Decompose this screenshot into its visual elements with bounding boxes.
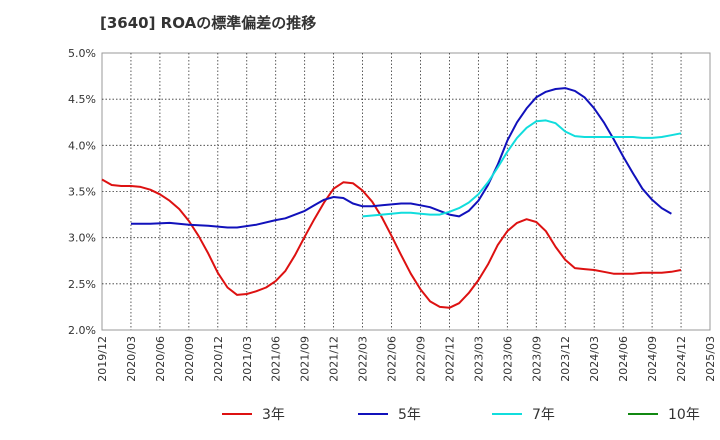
legend-item: 10年 [628, 402, 700, 426]
y-tick-label: 2.0% [68, 324, 96, 337]
x-tick-label: 2020/03 [125, 336, 138, 382]
x-tick-label: 2022/12 [443, 336, 456, 382]
x-tick-label: 2023/06 [501, 336, 514, 382]
y-tick-label: 5.0% [68, 47, 96, 60]
legend-swatch [222, 413, 252, 415]
y-tick-label: 3.5% [68, 186, 96, 199]
y-tick-label: 4.0% [68, 139, 96, 152]
y-tick-label: 2.5% [68, 278, 96, 291]
x-tick-label: 2021/12 [328, 336, 341, 382]
series-line-7年 [362, 119, 682, 218]
x-tick-label: 2021/06 [270, 336, 283, 382]
legend: 3年 5年 7年 10年 [0, 402, 720, 426]
x-tick-label: 2020/09 [183, 336, 196, 382]
y-tick-label: 4.5% [68, 93, 96, 106]
series-lines [101, 87, 682, 309]
x-axis: 2019/12 2020/03 2020/06 2020/09 2020/12 2021/… [96, 336, 717, 382]
legend-label: 5年 [398, 407, 421, 423]
x-tick-label: 2024/06 [617, 336, 630, 382]
x-tick-label: 2024/09 [646, 336, 659, 382]
x-tick-label: 2021/03 [241, 336, 254, 382]
legend-swatch [358, 413, 388, 415]
chart-title: [3640] ROAの標準偏差の推移 [100, 14, 317, 32]
plot-background [101, 52, 711, 331]
x-tick-label: 2022/06 [386, 336, 399, 382]
x-tick-label: 2024/03 [588, 336, 601, 382]
x-tick-label: 2023/09 [530, 336, 543, 382]
series-line-3年 [101, 178, 682, 309]
x-tick-label: 2025/03 [704, 336, 717, 382]
x-tick-label: 2023/03 [472, 336, 485, 382]
legend-item: 3年 [222, 402, 285, 426]
series-line-5年 [131, 87, 672, 229]
x-tick-label: 2024/12 [675, 336, 688, 382]
y-axis: 2.0% 2.5% 3.0% 3.5% 4.0% 4.5% 5.0% [68, 47, 96, 337]
legend-swatch [628, 413, 658, 415]
legend-label: 3年 [262, 407, 285, 423]
x-tick-label: 2023/12 [559, 336, 572, 382]
x-tick-label: 2019/12 [96, 336, 109, 382]
x-tick-label: 2022/09 [414, 336, 427, 382]
legend-item: 5年 [358, 402, 421, 426]
y-tick-label: 3.0% [68, 232, 96, 245]
x-tick-label: 2022/03 [357, 336, 370, 382]
x-tick-label: 2020/06 [154, 336, 167, 382]
x-tick-label: 2020/12 [212, 336, 225, 382]
legend-label: 10年 [668, 407, 700, 423]
gridlines [102, 53, 710, 330]
legend-swatch [492, 413, 522, 415]
x-tick-label: 2021/09 [299, 336, 312, 382]
legend-item: 7年 [492, 402, 555, 426]
legend-label: 7年 [532, 407, 555, 423]
